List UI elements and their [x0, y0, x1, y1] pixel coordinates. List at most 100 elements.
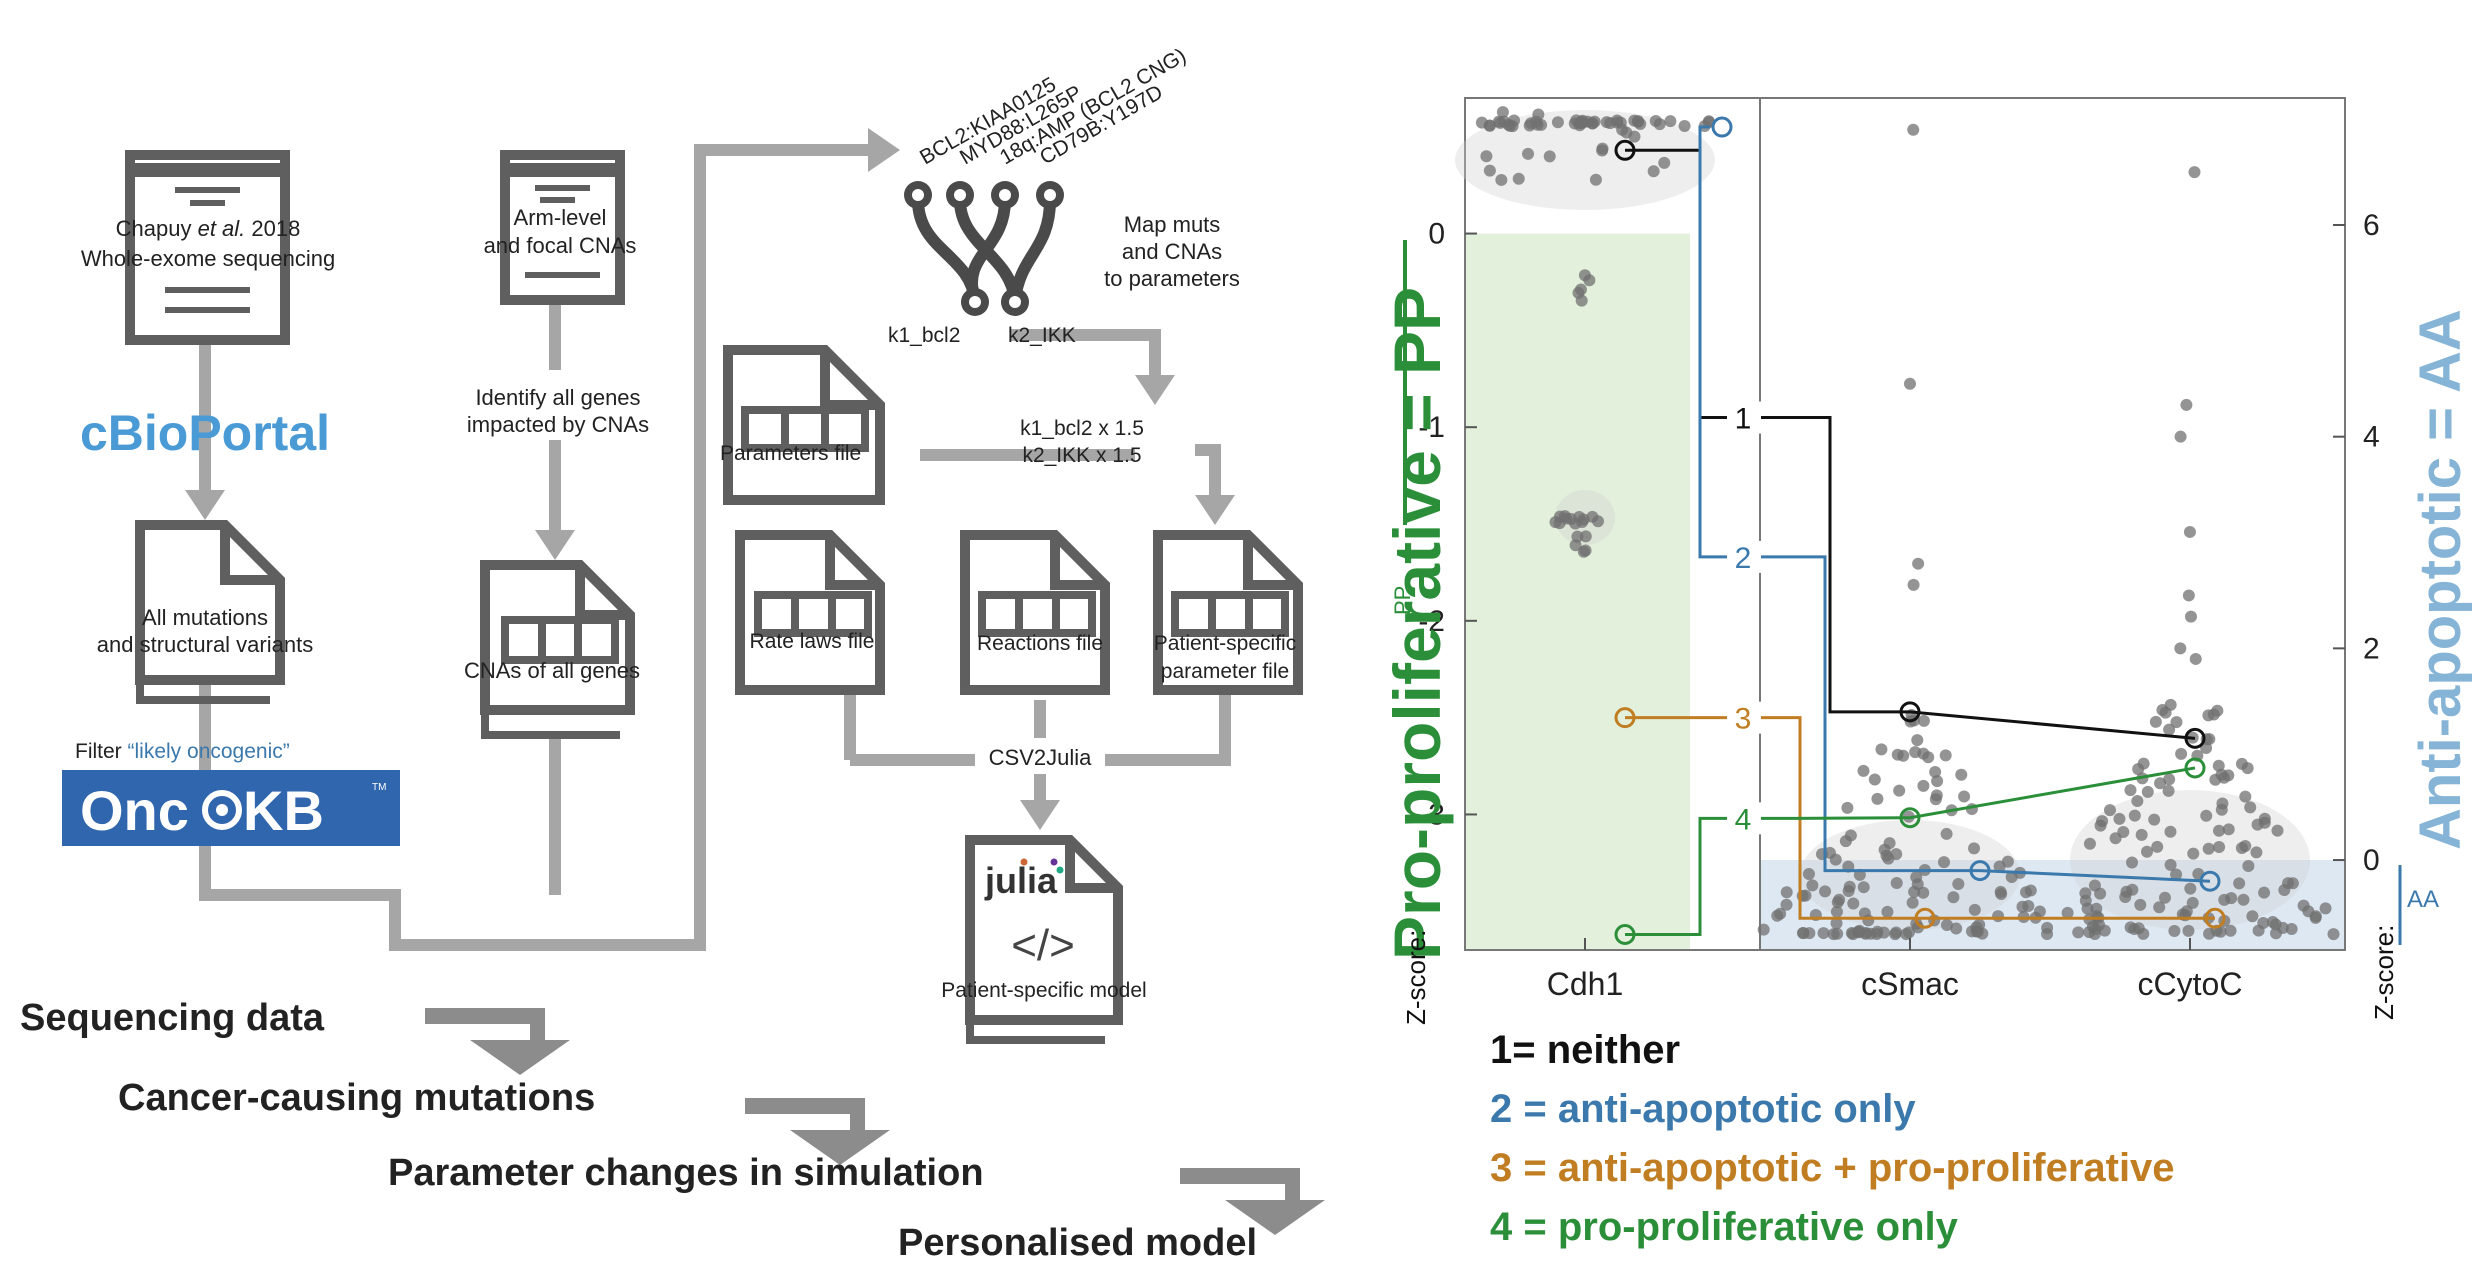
- point-ccytoc-98: [2285, 923, 2298, 936]
- point-csmac-43: [1830, 905, 1843, 918]
- all-mutations-document-icon: [135, 520, 285, 704]
- point-csmac-89: [1955, 768, 1968, 781]
- oncokb-logo: Onc KB TM: [62, 770, 400, 846]
- point-cdh1-28: [1475, 116, 1488, 129]
- point-ccytoc-82: [2213, 824, 2226, 837]
- point-cdh1-38: [1664, 115, 1677, 128]
- line-label-3: 3: [1735, 703, 1752, 736]
- marker-csmac-2: [1969, 860, 1991, 882]
- point-cdh1-45: [1480, 150, 1493, 163]
- point-ccytoc-11: [2163, 723, 2176, 736]
- point-csmac-90: [1929, 765, 1942, 778]
- point-cdh1-80: [1579, 544, 1592, 557]
- marker-ccytoc-3: [2204, 907, 2226, 929]
- point-csmac-112: [1842, 884, 1855, 897]
- marker-csmac-3: [1914, 907, 1936, 929]
- marker-ccytoc-1: [2184, 727, 2206, 749]
- point-ccytoc-6: [2174, 642, 2187, 655]
- point-ccytoc-91: [2224, 924, 2237, 937]
- point-csmac-75: [1802, 868, 1815, 881]
- point-cdh1-54: [1611, 114, 1624, 127]
- point-ccytoc-21: [2126, 856, 2139, 869]
- point-ccytoc-2: [2174, 430, 2187, 443]
- point-ccytoc-93: [2061, 906, 2074, 919]
- point-csmac-83: [1780, 886, 1793, 899]
- point-ccytoc-15: [2258, 886, 2271, 899]
- point-cdh1-64: [1583, 274, 1596, 287]
- point-ccytoc-33: [2041, 928, 2054, 941]
- point-ccytoc-84: [2244, 801, 2257, 814]
- point-ccytoc-119: [2132, 763, 2145, 776]
- chapuy-document-icon: [125, 150, 290, 345]
- point-ccytoc-76: [2235, 757, 2248, 770]
- point-ccytoc-78: [2117, 826, 2130, 839]
- point-ccytoc-131: [2257, 916, 2270, 929]
- point-csmac-121: [1841, 801, 1854, 814]
- highlighted-lines: 1 2 3 4: [1614, 116, 2226, 946]
- point-ccytoc-17: [2202, 842, 2215, 855]
- point-ccytoc-19: [2168, 924, 2181, 937]
- k1-label: k1_bcl2: [888, 324, 960, 347]
- point-csmac-70: [1891, 748, 1904, 761]
- point-csmac-24: [1950, 922, 1963, 935]
- point-ccytoc-40: [2170, 716, 2183, 729]
- point-ccytoc-32: [2319, 902, 2332, 915]
- point-ccytoc-103: [2276, 921, 2289, 934]
- chapuy-title: Chapuy et al. 2018: [116, 216, 301, 241]
- point-cdh1-18: [1600, 116, 1613, 129]
- point-ccytoc-108: [2187, 847, 2200, 860]
- cnas-all-genes-label: CNAs of all genes: [464, 658, 640, 683]
- line-label-bg-3: [1727, 701, 1761, 734]
- point-cdh1-29: [1634, 118, 1647, 131]
- point-ccytoc-123: [2093, 918, 2106, 931]
- point-cdh1-41: [1543, 150, 1556, 163]
- patient-param-line-2: parameter file: [1161, 660, 1289, 683]
- step-sequencing-data: Sequencing data: [20, 997, 325, 1039]
- left-axis: 0 -1 -2 -3: [1418, 218, 1477, 831]
- point-cdh1-53: [1620, 126, 1633, 139]
- point-ccytoc-71: [2128, 809, 2141, 822]
- point-csmac-110: [1917, 747, 1930, 760]
- filter-label: Filter “likely oncogenic”: [75, 740, 290, 763]
- point-csmac-74: [1917, 779, 1930, 792]
- point-csmac-37: [1875, 743, 1888, 756]
- cna-doc-line-1: Arm-level: [514, 205, 607, 230]
- plot-frame: [1464, 97, 2346, 951]
- aa-tag: AA: [2407, 886, 2439, 913]
- point-cdh1-51: [1658, 156, 1671, 169]
- parameters-file-label: Parameters file: [720, 442, 861, 465]
- point-ccytoc-118: [2159, 706, 2172, 719]
- legend-item-1: 1= neither: [1490, 1028, 1680, 1072]
- svg-text:TM: TM: [372, 782, 386, 793]
- point-ccytoc-56: [2237, 893, 2250, 906]
- pp-region: [1465, 233, 1690, 950]
- legend: 1= neither 2 = anti-apoptotic only 3 = a…: [1490, 1028, 2175, 1249]
- point-csmac-46: [1939, 749, 1952, 762]
- point-csmac-77: [1857, 881, 1870, 894]
- right-zscore-label: Z-score:: [2369, 925, 2399, 1020]
- line-label-bg-4: [1727, 802, 1761, 835]
- point-csmac-116: [1902, 926, 1915, 939]
- point-cdh1-81: [1571, 530, 1584, 543]
- point-csmac-0: [1907, 123, 1920, 136]
- point-cdh1-37: [1678, 119, 1691, 132]
- point-ccytoc-77: [2184, 882, 2197, 895]
- point-ccytoc-37: [2182, 924, 2195, 937]
- point-ccytoc-89: [2216, 797, 2229, 810]
- step-arrows: [425, 1008, 1325, 1235]
- line-label-4: 4: [1735, 803, 1752, 836]
- mapping-tree-icon: [904, 181, 1064, 316]
- point-csmac-123: [1889, 928, 1902, 941]
- x-label-Cdh1: Cdh1: [1547, 966, 1624, 1002]
- point-ccytoc-53: [2134, 898, 2147, 911]
- point-csmac-96: [1829, 853, 1842, 866]
- patient-model-label: Patient-specific model: [941, 979, 1146, 1002]
- point-cdh1-55: [1524, 117, 1537, 130]
- point-ccytoc-102: [2131, 795, 2144, 808]
- pp-tag: PP: [1390, 586, 1415, 615]
- right-tick-label-4: 4: [2363, 421, 2380, 454]
- point-csmac-1: [1903, 377, 1916, 390]
- point-ccytoc-26: [2164, 825, 2177, 838]
- reactions-file-icon: [960, 530, 1110, 695]
